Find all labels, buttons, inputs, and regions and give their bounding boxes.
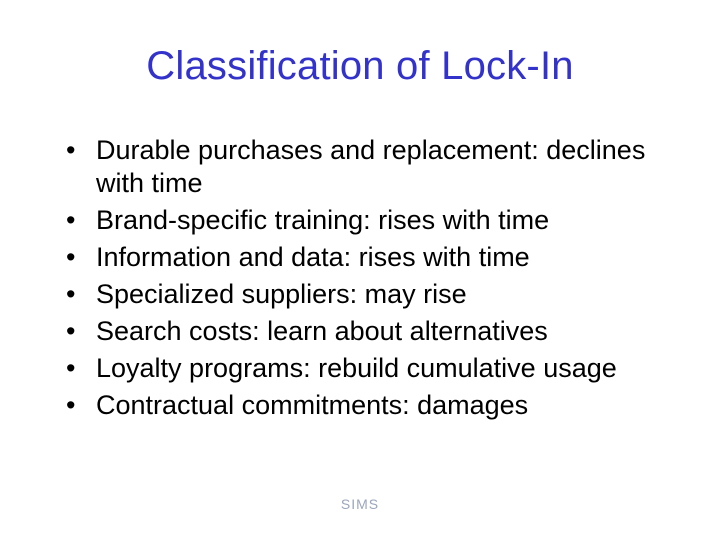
bullet-text: Contractual commitments: damages <box>96 390 528 420</box>
slide: Classification of Lock-In Durable purcha… <box>0 0 720 540</box>
bullet-text: Loyalty programs: rebuild cumulative usa… <box>96 353 617 383</box>
bullet-list: Durable purchases and replacement: decli… <box>60 134 660 422</box>
slide-title: Classification of Lock-In <box>0 44 720 89</box>
list-item: Brand-specific training: rises with time <box>60 204 660 237</box>
bullet-text: Durable purchases and replacement: decli… <box>96 135 645 198</box>
list-item: Search costs: learn about alternatives <box>60 315 660 348</box>
bullet-text: Search costs: learn about alternatives <box>96 316 548 346</box>
slide-body: Durable purchases and replacement: decli… <box>60 134 660 426</box>
list-item: Specialized suppliers: may rise <box>60 278 660 311</box>
list-item: Durable purchases and replacement: decli… <box>60 134 660 200</box>
bullet-text: Brand-specific training: rises with time <box>96 205 549 235</box>
slide-footer: SIMS <box>0 496 720 512</box>
list-item: Information and data: rises with time <box>60 241 660 274</box>
list-item: Loyalty programs: rebuild cumulative usa… <box>60 352 660 385</box>
bullet-text: Information and data: rises with time <box>96 242 530 272</box>
bullet-text: Specialized suppliers: may rise <box>96 279 467 309</box>
list-item: Contractual commitments: damages <box>60 389 660 422</box>
